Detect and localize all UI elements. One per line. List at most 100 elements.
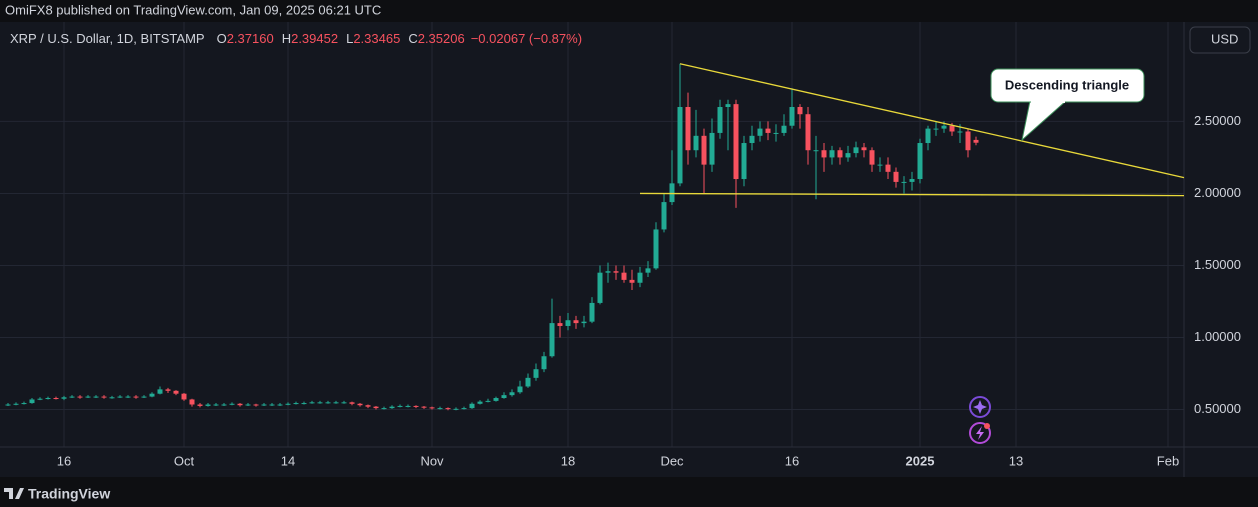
candle-body xyxy=(933,128,939,130)
candle-body xyxy=(661,202,667,230)
candle-body xyxy=(637,272,643,283)
candle-body xyxy=(509,392,515,396)
candle-body xyxy=(13,403,19,405)
candle-body xyxy=(237,403,243,406)
legend-ohlc-label: H xyxy=(282,31,291,46)
brand-name: TradingView xyxy=(28,486,110,502)
candle-body xyxy=(501,395,507,399)
candle-body xyxy=(717,107,723,133)
y-tick-label: 2.00000 xyxy=(1194,185,1241,200)
candle-body xyxy=(597,272,603,303)
x-tick-label: 18 xyxy=(561,453,575,468)
candle-body xyxy=(445,408,451,410)
candle-body xyxy=(829,150,835,158)
candle-body xyxy=(413,405,419,407)
icon-ring[interactable] xyxy=(969,422,991,444)
candle-body xyxy=(669,183,675,203)
candle-body xyxy=(21,403,27,405)
candle-body xyxy=(45,398,51,400)
currency-button[interactable] xyxy=(1189,26,1251,54)
legend-ohlc-value: 2.37160 xyxy=(227,31,274,46)
symbol-legend: XRP / U.S. Dollar, 1D, BITSTAMP O2.37160 H… xyxy=(10,31,582,46)
candle-body xyxy=(325,402,331,404)
candle-body xyxy=(941,125,947,129)
annotation-callout: Descending triangle xyxy=(990,68,1145,142)
x-tick-label: 14 xyxy=(281,453,295,468)
candle-body xyxy=(885,164,891,172)
published-note: OmiFX8 published on TradingView.com, Jan… xyxy=(5,2,381,17)
candle-body xyxy=(213,404,219,406)
candle-body xyxy=(629,279,635,283)
candle-body xyxy=(253,404,259,406)
candle-body xyxy=(157,389,163,394)
candle-body xyxy=(701,135,707,165)
candle-body xyxy=(741,143,747,180)
candle-body xyxy=(437,408,443,410)
candle-body xyxy=(293,403,299,405)
x-tick-label: 13 xyxy=(1009,453,1023,468)
candle-body xyxy=(493,398,499,401)
candle-body xyxy=(181,393,187,400)
legend-ohlc-label: C xyxy=(408,31,417,46)
candle-body xyxy=(917,143,923,180)
candle-body xyxy=(773,132,779,134)
candle-body xyxy=(365,405,371,407)
candle-body xyxy=(397,405,403,407)
candle-body xyxy=(925,128,931,144)
candle-body xyxy=(149,393,155,397)
candle-body xyxy=(245,404,251,406)
trend-line xyxy=(679,63,1185,179)
candle-body xyxy=(869,150,875,165)
candle-body xyxy=(797,107,803,115)
candle-body xyxy=(389,406,395,409)
candle-body xyxy=(53,398,59,400)
candle-body xyxy=(573,320,579,324)
candle-body xyxy=(685,107,691,151)
icon-star xyxy=(973,400,987,414)
candle-body xyxy=(541,356,547,370)
candle-body xyxy=(653,229,659,269)
candle-body xyxy=(405,405,411,407)
side-icons xyxy=(969,396,991,444)
currency-label[interactable]: USD xyxy=(1211,31,1238,46)
legend-ohlc-label: O xyxy=(217,31,227,46)
candle-body xyxy=(453,408,459,410)
candle-body xyxy=(557,323,563,326)
candle-body xyxy=(549,323,555,357)
x-tick-label: Nov xyxy=(420,453,444,468)
candle-body xyxy=(77,396,83,398)
candle-body xyxy=(133,396,139,398)
x-tick-label: Oct xyxy=(174,453,195,468)
candle-body xyxy=(789,107,795,126)
icon-ring[interactable] xyxy=(969,396,991,418)
candle-body xyxy=(477,401,483,404)
bottom-bar xyxy=(0,477,1258,507)
candle-body xyxy=(813,150,819,152)
candle-body xyxy=(589,302,595,322)
candle-body xyxy=(845,153,851,158)
candle-body xyxy=(525,377,531,387)
candle-body xyxy=(605,271,611,273)
candle-body xyxy=(341,402,347,404)
candle-body xyxy=(189,399,195,405)
candle-body xyxy=(349,402,355,404)
candle-body xyxy=(949,125,955,132)
candle-body xyxy=(805,114,811,151)
candle-body xyxy=(165,389,171,391)
candle-body xyxy=(749,135,755,144)
candle-body xyxy=(709,132,715,165)
y-tick-label: 2.50000 xyxy=(1194,113,1241,128)
y-tick-label: 0.50000 xyxy=(1194,401,1241,416)
candle-body xyxy=(221,404,227,406)
legend-ohlc-value: 2.33465 xyxy=(353,31,400,46)
candle-body xyxy=(317,402,323,404)
candle-body xyxy=(461,408,467,410)
x-tick-label: Dec xyxy=(660,453,684,468)
legend-ohlc-value: 2.35206 xyxy=(418,31,465,46)
trend-line xyxy=(639,192,1185,197)
x-tick-label: 16 xyxy=(785,453,799,468)
candle-body xyxy=(5,404,11,406)
x-tick-label: 2025 xyxy=(906,453,935,468)
candle-body xyxy=(141,396,147,398)
